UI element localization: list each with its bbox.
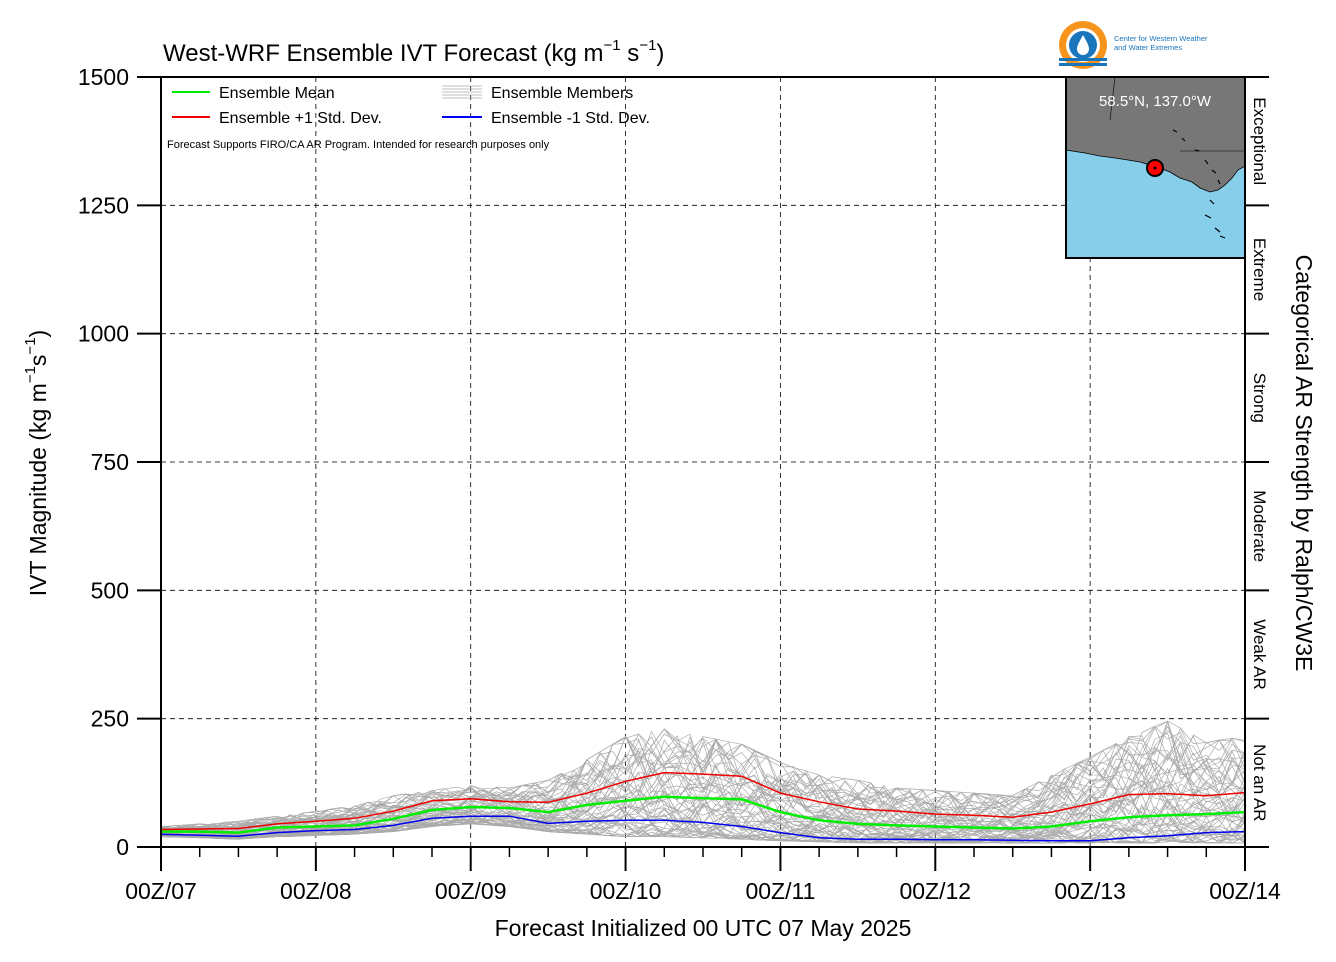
- ensemble-member-line: [160, 720, 1246, 831]
- x-tick-label: 00Z/07: [125, 878, 197, 904]
- ensemble-member-line: [160, 757, 1246, 833]
- legend-plus-std-label: Ensemble +1 Std. Dev.: [219, 110, 382, 127]
- x-tick-label: 00Z/08: [280, 878, 352, 904]
- chart-title: West-WRF Ensemble IVT Forecast (kg m−1 s…: [163, 37, 664, 67]
- legend: Ensemble Mean Ensemble +1 Std. Dev. Ense…: [167, 85, 650, 151]
- category-label: Weak AR: [1250, 619, 1269, 690]
- ensemble-member-line: [160, 741, 1246, 833]
- x-tick-label: 00Z/13: [1054, 878, 1126, 904]
- series-ensemble-1-std-dev: [160, 771, 1246, 831]
- disclaimer-note: Forecast Supports FIRO/CA AR Program. In…: [167, 139, 550, 151]
- category-label: Exceptional: [1250, 97, 1269, 185]
- logo-text-line2: and Water Extremes: [1114, 43, 1182, 52]
- series-ensemble-mean: [161, 795, 1246, 834]
- cw3e-logo: Center for Western Weather and Water Ext…: [1059, 21, 1208, 69]
- ensemble-member-line: [160, 777, 1246, 836]
- y-tick-label: 250: [91, 706, 129, 732]
- ensemble-member-line: [160, 772, 1246, 835]
- land-mass: [1065, 76, 1246, 193]
- y-tick-label: 0: [116, 834, 129, 860]
- y-tick-label: 500: [91, 577, 129, 603]
- x-tick-label: 00Z/11: [745, 878, 815, 904]
- ensemble-member-line: [160, 725, 1246, 829]
- logo-text-line1: Center for Western Weather: [1114, 34, 1208, 43]
- axes: 0 250 500 750 1000 1250 1500 00Z/07 00Z/08 00Z/09…: [78, 64, 1281, 904]
- y-tick-label: 750: [91, 449, 129, 475]
- x-tick-label: 00Z/14: [1209, 878, 1281, 904]
- ensemble-member-line: [160, 735, 1246, 831]
- category-label: Not an AR: [1250, 744, 1269, 822]
- legend-mean-label: Ensemble Mean: [219, 85, 335, 102]
- legend-members-label: Ensemble Members: [491, 85, 633, 102]
- ensemble-member-line: [161, 733, 1246, 829]
- legend-members-swatch: [442, 85, 482, 99]
- series-ensemble-1-std-dev: [160, 815, 1246, 842]
- ensemble-member-line: [160, 780, 1245, 834]
- category-label: Moderate: [1250, 490, 1269, 562]
- x-tick-label: 00Z/09: [435, 878, 507, 904]
- map-location-label: 58.5°N, 137.0°W: [1099, 93, 1212, 110]
- ensemble-member-line: [160, 805, 1246, 839]
- category-label: Extreme: [1250, 238, 1269, 301]
- y-tick-label: 1000: [78, 321, 129, 347]
- y-tick-label: 1250: [78, 192, 129, 218]
- right-axis-label: Categorical AR Strength by Ralph/CW3E: [1291, 255, 1317, 672]
- ensemble-members: [160, 720, 1246, 844]
- ensemble-member-line: [160, 720, 1246, 830]
- legend-minus-std-label: Ensemble -1 Std. Dev.: [491, 110, 650, 127]
- series-lines: [160, 771, 1246, 842]
- y-axis-label: IVT Magnitude (kg m−1s−1): [22, 330, 51, 596]
- location-map-inset: 58.5°N, 137.0°W: [1065, 76, 1246, 259]
- x-tick-label: 00Z/12: [899, 878, 971, 904]
- x-axis-label: Forecast Initialized 00 UTC 07 May 2025: [495, 915, 912, 941]
- x-tick-label: 00Z/10: [590, 878, 662, 904]
- y-tick-label: 1500: [78, 64, 129, 90]
- category-label: Strong: [1250, 373, 1269, 423]
- ar-category-labels: Not an AR Weak AR Moderate Strong Extreme Exc…: [1250, 97, 1269, 821]
